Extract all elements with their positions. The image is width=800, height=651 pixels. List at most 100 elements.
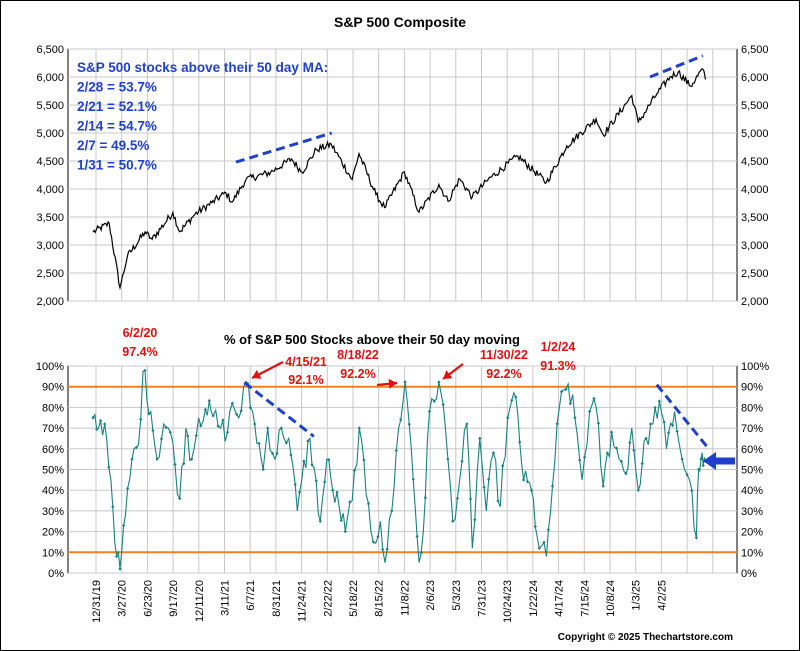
bottom-y-tick-right: 100%: [741, 361, 769, 373]
breadth-marker: [381, 547, 385, 552]
x-tick-label: 5/18/22: [348, 580, 360, 617]
breadth-marker: [583, 455, 587, 459]
breadth-marker: [615, 446, 619, 450]
top-plot-area: [67, 48, 738, 302]
top-annotation-line: 2/7 = 49.5%: [77, 138, 149, 153]
top-y-tick-right: 3,500: [741, 212, 769, 224]
breadth-marker: [302, 459, 306, 463]
breadth-marker: [522, 478, 526, 482]
breadth-marker: [506, 415, 510, 420]
breadth-marker: [632, 448, 636, 453]
x-tick-label: 10/24/23: [502, 580, 514, 623]
breadth-marker: [126, 486, 130, 491]
breadth-marker: [151, 428, 155, 433]
breadth-marker: [573, 415, 577, 420]
breadth-marker: [415, 534, 419, 539]
bottom-y-tick-right: 30%: [741, 506, 763, 518]
bottom-y-tick-left: 10%: [42, 547, 64, 559]
top-annotation-line: 1/31 = 50.7%: [77, 158, 157, 173]
red-arrowhead-icon: [388, 378, 397, 389]
x-tick-label: 2/22/22: [322, 580, 334, 617]
breadth-marker: [352, 468, 357, 473]
x-tick-label: 5/3/23: [451, 580, 463, 611]
breadth-marker: [253, 422, 257, 426]
top-y-tick-left: 2,500: [36, 268, 64, 280]
bottom-chart-title: % of S&P 500 Stocks above their 50 day m…: [224, 332, 520, 347]
breadth-marker: [257, 441, 261, 446]
x-tick-label: 7/31/23: [477, 580, 489, 617]
top-y-tick-right: 2,000: [741, 296, 769, 308]
breadth-marker: [270, 451, 275, 456]
top-y-tick-left: 6,000: [36, 72, 64, 84]
breadth-marker: [501, 463, 505, 468]
breadth-marker: [542, 540, 546, 545]
breadth-marker: [473, 517, 477, 522]
top-annotation-line: S&P 500 stocks above their 50 day MA:: [77, 60, 328, 75]
breadth-marker: [207, 398, 211, 403]
breadth-marker: [455, 496, 459, 501]
top-y-tick-left: 6,500: [36, 44, 64, 56]
breadth-marker: [559, 389, 564, 394]
breadth-marker: [667, 431, 671, 435]
breadth-marker: [514, 395, 518, 399]
breadth-marker: [644, 436, 648, 441]
x-tick-label: 11/8/22: [399, 580, 411, 616]
breadth-marker: [134, 445, 138, 450]
top-y-tick-right: 4,000: [741, 184, 769, 196]
bottom-y-tick-right: 0%: [741, 568, 757, 580]
bottom-y-tick-right: 70%: [741, 423, 763, 435]
breadth-marker: [605, 451, 609, 455]
callout-value: 92.2%: [340, 367, 375, 381]
x-tick-label: 10/8/24: [605, 580, 617, 617]
x-tick-label: 1/3/25: [631, 580, 643, 611]
breadth-marker: [230, 401, 234, 406]
bottom-y-tick-left: 60%: [42, 444, 64, 456]
breadth-marker: [394, 448, 398, 453]
breadth-marker: [432, 399, 436, 403]
breadth-marker: [675, 429, 679, 434]
breadth-marker: [701, 463, 705, 468]
breadth-marker: [697, 467, 701, 472]
top-y-tick-right: 5,000: [741, 128, 769, 140]
bottom-y-tick-left: 100%: [36, 361, 64, 373]
breadth-marker: [423, 495, 427, 500]
breadth-marker: [186, 434, 190, 438]
breadth-marker: [103, 422, 107, 426]
breadth-marker: [279, 426, 283, 430]
callout-date: 1/2/24: [541, 340, 576, 354]
x-tick-label: 2/6/23: [425, 580, 437, 611]
x-tick-label: 6/23/20: [142, 580, 154, 617]
callout-value: 92.1%: [288, 373, 323, 387]
breadth-marker: [578, 458, 582, 462]
breadth-marker: [203, 407, 207, 412]
x-tick-label: 12/11/20: [194, 580, 206, 622]
callout-value: 91.3%: [540, 359, 575, 373]
breadth-marker: [289, 453, 293, 457]
breadth-marker: [478, 436, 482, 441]
top-y-tick-left: 4,000: [36, 184, 64, 196]
top-y-tick-left: 3,500: [36, 212, 64, 224]
breadth-marker: [376, 534, 380, 539]
breadth-marker: [194, 433, 198, 438]
x-tick-label: 3/11/21: [220, 580, 232, 616]
breadth-marker: [468, 497, 473, 501]
breadth-marker: [348, 500, 352, 504]
breadth-marker: [640, 461, 644, 466]
top-y-tick-right: 6,500: [741, 44, 769, 56]
breadth-marker: [216, 424, 220, 428]
breadth-marker: [465, 422, 469, 426]
breadth-marker: [525, 479, 530, 484]
breadth-marker: [437, 380, 441, 384]
breadth-marker: [403, 380, 407, 384]
breadth-marker: [510, 398, 514, 403]
breadth-marker: [235, 412, 239, 417]
breadth-marker: [411, 477, 415, 482]
bottom-y-tick-right: 10%: [741, 547, 763, 559]
breadth-marker: [266, 426, 270, 430]
callout-value: 92.2%: [486, 367, 521, 381]
breadth-marker: [550, 484, 555, 488]
breadth-marker: [399, 417, 403, 422]
breadth-marker: [366, 501, 371, 506]
breadth-marker: [649, 422, 653, 426]
